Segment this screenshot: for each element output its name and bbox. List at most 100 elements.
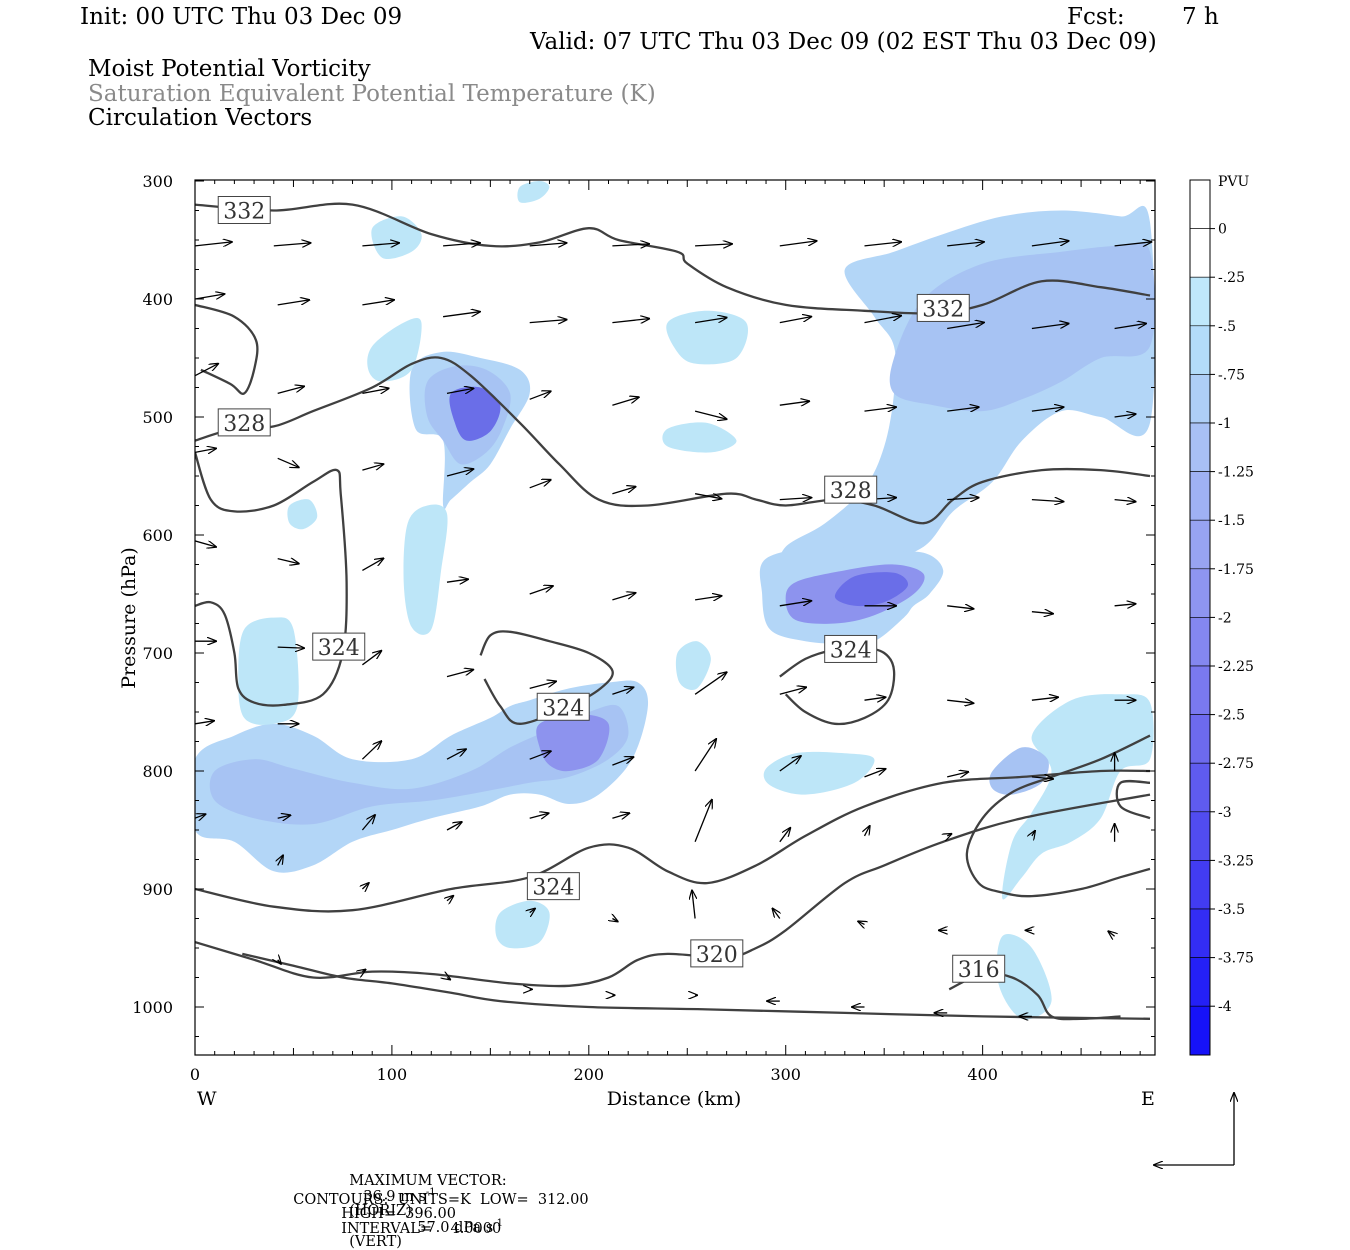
circulation-vector — [864, 407, 897, 411]
x-end-west: W — [197, 1088, 217, 1110]
contour-label-text: 328 — [223, 412, 265, 437]
circulation-vector — [529, 813, 549, 818]
x-tick-label: 200 — [574, 1065, 605, 1084]
contour-label-box — [312, 632, 366, 661]
reference-vector-icon — [1154, 1093, 1234, 1165]
contour-label-text: 324 — [532, 876, 574, 901]
colorbar-label: -1.75 — [1218, 562, 1254, 578]
circulation-vector — [529, 320, 567, 323]
circulation-vector — [1031, 241, 1069, 247]
pv-region — [403, 504, 448, 635]
colorbar-cell — [1189, 714, 1211, 764]
fcst-value: 7 h — [1182, 4, 1219, 30]
circulation-vector — [1114, 324, 1147, 330]
circulation-vector — [1114, 414, 1136, 417]
colorbar-cell — [1189, 908, 1211, 958]
contour-label-box — [217, 408, 271, 437]
circulation-vector — [529, 751, 551, 760]
circulation-vector — [694, 800, 712, 843]
colorbar-cell — [1189, 957, 1211, 1007]
colorbar-label: -2.75 — [1218, 756, 1254, 772]
circulation-vector — [612, 319, 649, 323]
colorbar-cell — [1189, 519, 1211, 570]
contour-label-text: 328 — [830, 479, 872, 504]
circulation-vector — [1031, 777, 1053, 779]
circulation-vector — [947, 700, 973, 703]
circulation-vector — [612, 813, 629, 818]
contour-label: 324 — [536, 692, 590, 721]
circulation-vector — [277, 300, 310, 306]
circulation-vector — [1031, 324, 1069, 330]
x-tick-label: 300 — [770, 1065, 801, 1084]
colorbar-cell — [1189, 811, 1211, 861]
circulation-vector — [1114, 500, 1136, 502]
circulation-vector — [362, 558, 383, 571]
circulation-vector — [529, 586, 553, 595]
colorbar-cell — [1189, 860, 1211, 910]
circulation-vector — [779, 317, 812, 324]
circulation-vector — [779, 687, 806, 695]
colorbar-label: -2.5 — [1218, 708, 1245, 724]
colorbar-label: -.75 — [1218, 367, 1245, 383]
contour-label-box — [526, 872, 580, 901]
circulation-vector — [1114, 242, 1152, 246]
circulation-vector — [529, 681, 556, 690]
contour-label-box — [824, 475, 878, 504]
contour-label: 332 — [916, 293, 970, 322]
circulation-vector — [947, 242, 984, 246]
theta-e-contour-line — [479, 630, 614, 725]
y-tick-label: 800 — [142, 762, 173, 781]
circulation-vector — [1031, 612, 1053, 614]
colorbar-label: -.5 — [1218, 319, 1236, 335]
circulation-vector — [278, 855, 283, 866]
circulation-vector — [947, 772, 968, 777]
pv-region — [536, 714, 610, 772]
circulation-vector — [446, 670, 473, 678]
circulation-vector — [273, 243, 311, 246]
contour-label-text: 316 — [958, 958, 1000, 983]
circulation-vector — [362, 464, 383, 471]
circulation-vector — [195, 448, 216, 452]
colorbar-cell — [1189, 617, 1211, 667]
colorbar-cell — [1189, 471, 1211, 521]
y-tick-label: 300 — [142, 172, 173, 191]
pv-colorbar: PVU 0 -.25 -.5 -.75 -1 -1.25 -1.5 -1.75 -2 -2.25 -2… — [1189, 174, 1254, 1056]
circulation-vector — [277, 647, 304, 648]
circulation-vector — [779, 498, 812, 500]
pv-region — [195, 680, 649, 873]
colorbar-unit: PVU — [1218, 174, 1250, 190]
x-axis-title: Distance (km) — [607, 1088, 742, 1110]
colorbar-label: -1.5 — [1218, 513, 1245, 529]
circulation-vectors — [195, 241, 1151, 1017]
contour-labels: 332 332 328 328 324 324 324 324 320 316 — [217, 196, 1006, 983]
contour-label-box — [916, 293, 970, 322]
pv-region — [517, 181, 550, 203]
colorbar-cell — [1189, 1005, 1211, 1056]
init-time: Init: 00 UTC Thu 03 Dec 09 — [80, 4, 403, 30]
contour-label: 332 — [217, 196, 271, 225]
pv-region — [996, 934, 1052, 1020]
colorbar-cell — [1189, 762, 1211, 813]
cross-section-plot: 332 332 328 328 324 324 324 324 320 316 300 400 500… — [118, 172, 1254, 1200]
contour-label: 316 — [952, 954, 1006, 983]
circulation-vector — [864, 242, 902, 246]
circulation-vector — [612, 919, 617, 922]
colorbar-label: -3.5 — [1218, 902, 1245, 918]
circulation-vector — [447, 978, 450, 980]
contour-label: 324 — [312, 632, 366, 661]
circulation-vector — [612, 244, 649, 246]
pv-region — [209, 704, 629, 825]
circulation-vector — [277, 559, 299, 564]
colorbar-cell — [1189, 665, 1211, 715]
pv-region — [834, 572, 909, 607]
circulation-vector — [694, 410, 727, 419]
circulation-vector — [779, 241, 817, 247]
colorbar-label: 0 — [1218, 222, 1227, 238]
circulation-vector — [362, 883, 368, 889]
circulation-vector — [446, 822, 462, 831]
contour-label-text: 332 — [922, 297, 964, 322]
colorbar-label: -3.75 — [1218, 951, 1254, 967]
circulation-vector — [362, 300, 394, 306]
circulation-vector — [779, 401, 809, 405]
circulation-vector — [694, 739, 716, 772]
